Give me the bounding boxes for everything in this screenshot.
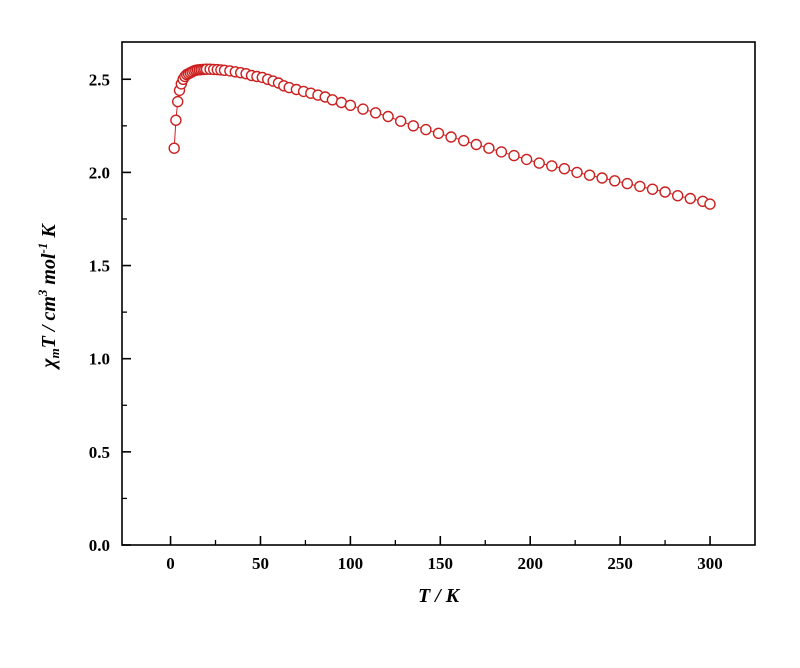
data-point-marker (395, 115, 407, 127)
data-point-marker (704, 198, 716, 210)
y-tick-label: 2.0 (89, 163, 110, 182)
data-point-marker (483, 142, 495, 154)
data-point-marker (596, 172, 608, 184)
data-point-marker (672, 189, 684, 202)
y-tick-label: 1.5 (89, 257, 110, 276)
x-tick-label: 200 (517, 554, 543, 573)
plot-frame (121, 41, 756, 546)
x-tick-label: 150 (428, 554, 454, 573)
axis-tick-labels: 0 50 100 150 200 250 300 0.0 0.5 1.0 1.5 2.0 2.5 (89, 70, 723, 573)
data-point-marker (621, 177, 633, 190)
data-point-marker (458, 134, 470, 147)
x-tick-label: 0 (166, 554, 175, 573)
y-tick-label: 1.0 (89, 350, 110, 369)
y-tick-label: 0.5 (89, 443, 110, 462)
data-point-marker (170, 114, 182, 126)
x-tick-label: 100 (338, 554, 364, 573)
data-point-marker (684, 192, 696, 205)
data-point-marker (659, 186, 671, 198)
data-point-marker (520, 153, 533, 166)
y-axis-label: χmT / cm3 mol-1 K (35, 223, 62, 371)
x-tick-label: 250 (607, 554, 633, 573)
data-point-marker (357, 103, 369, 115)
data-point-marker (171, 95, 184, 108)
x-axis-label: T / K (418, 585, 461, 607)
data-point-marker (432, 127, 445, 140)
data-point-marker (508, 149, 520, 162)
data-point-marker (495, 146, 508, 158)
data-point-marker (609, 175, 621, 187)
x-tick-label: 300 (697, 554, 723, 573)
data-point-marker (646, 183, 659, 195)
data-point-marker (407, 120, 419, 132)
axis-ticks (122, 78, 711, 546)
x-tick-label: 50 (252, 554, 269, 573)
data-point-marker (382, 110, 394, 123)
data-point-marker (445, 131, 457, 143)
data-point-marker (546, 160, 558, 172)
data-point-marker (634, 180, 646, 193)
y-tick-label: 2.5 (89, 70, 110, 89)
data-point-marker (168, 142, 180, 154)
data-point-marker (558, 162, 571, 175)
y-tick-label: 0.0 (89, 536, 110, 555)
data-point-marker (571, 166, 583, 179)
data-point-marker (533, 157, 545, 169)
data-point-marker (420, 123, 432, 136)
data-point-marker (344, 99, 357, 112)
data-point-marker (470, 138, 482, 151)
data-point-marker (369, 107, 382, 119)
data-point-marker (583, 169, 596, 181)
data-series (168, 63, 716, 210)
